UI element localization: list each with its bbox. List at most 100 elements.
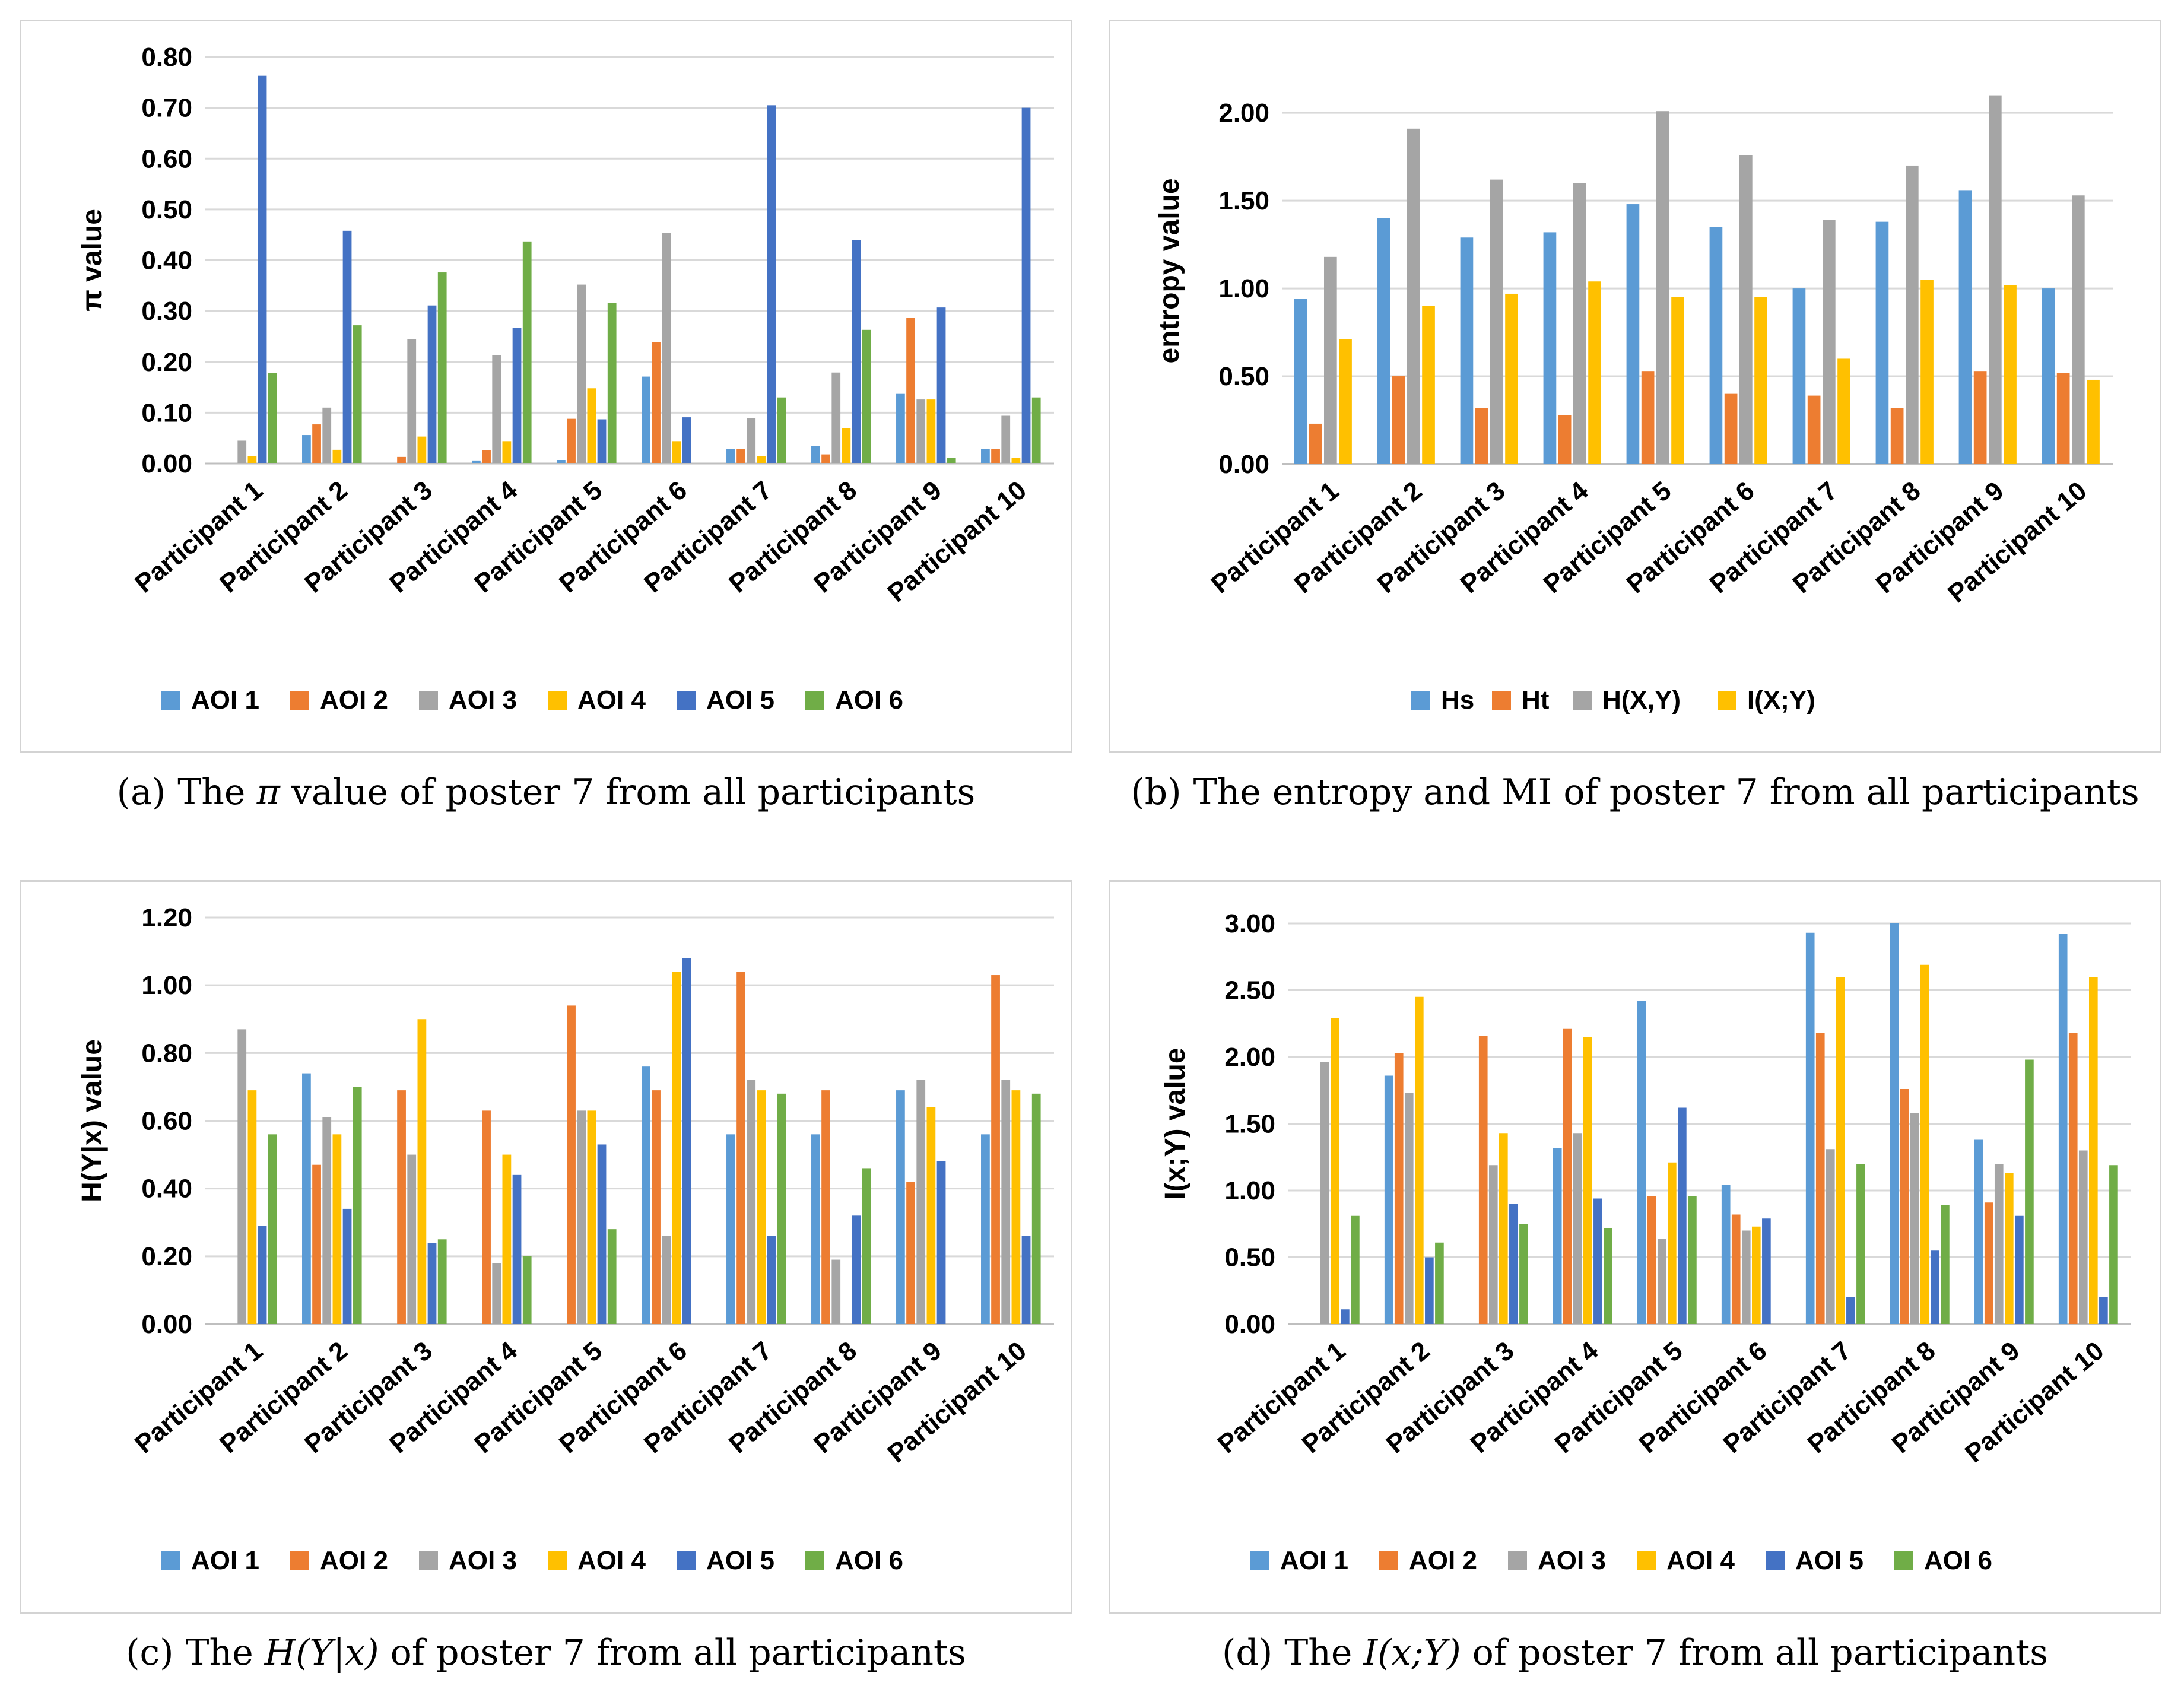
legend-swatch xyxy=(805,1551,824,1570)
bar xyxy=(1384,1075,1393,1324)
bar xyxy=(1407,128,1420,465)
bar xyxy=(482,450,491,463)
y-tick-label: 0.70 xyxy=(141,94,192,123)
bar xyxy=(726,1134,735,1324)
caption-c-label: (c) xyxy=(126,1632,174,1674)
bar xyxy=(1001,415,1011,463)
bar xyxy=(502,441,512,463)
bar xyxy=(322,407,332,463)
y-tick-label: 0.40 xyxy=(141,246,192,275)
y-tick-label: 1.50 xyxy=(1218,186,1269,215)
legend-swatch xyxy=(805,691,824,710)
bar xyxy=(1415,996,1424,1324)
bar xyxy=(642,376,650,463)
bar xyxy=(342,1208,352,1324)
bar xyxy=(862,329,871,463)
bar xyxy=(682,417,691,463)
bar xyxy=(2042,288,2055,464)
legend-swatch xyxy=(1492,691,1511,710)
bar xyxy=(482,1110,491,1324)
caption-c-text-2: of poster 7 from all participants xyxy=(379,1632,966,1674)
legend-swatch xyxy=(548,691,567,710)
bar xyxy=(1637,1001,1646,1324)
y-tick-label: 0.50 xyxy=(1224,1243,1275,1272)
bar xyxy=(1588,281,1601,464)
legend-swatch xyxy=(1508,1551,1527,1570)
caption-a-label: (a) xyxy=(116,772,166,813)
bar xyxy=(353,325,362,463)
bar xyxy=(437,272,447,463)
bar xyxy=(1846,1297,1855,1324)
bar xyxy=(1021,107,1031,463)
bar xyxy=(842,428,851,463)
bar xyxy=(1762,1218,1771,1324)
chart-panel-b: 0.00 0.50 1.00 1.50 2.00 entropy value Partici… xyxy=(1109,20,2161,753)
bar xyxy=(936,1161,946,1324)
bar xyxy=(1320,1062,1329,1324)
bar xyxy=(1021,1236,1031,1324)
legend-label: AOI 6 xyxy=(835,1546,903,1575)
bar xyxy=(302,1073,311,1324)
bar xyxy=(247,456,257,463)
caption-c-math: H(Y|x) xyxy=(264,1632,379,1674)
bar xyxy=(1739,155,1753,464)
bar xyxy=(1805,932,1815,1324)
bar xyxy=(597,419,607,463)
bar xyxy=(906,318,915,463)
bar xyxy=(1435,1242,1444,1324)
bar xyxy=(916,399,926,463)
bar xyxy=(947,458,956,463)
bar xyxy=(417,436,427,463)
x-tick-label: Participant 10 xyxy=(1942,476,2093,608)
bar xyxy=(1294,299,1307,464)
bar xyxy=(397,456,406,463)
bar xyxy=(862,1168,871,1324)
y-axis-label: I(x;Y) value xyxy=(1160,1047,1191,1199)
bar xyxy=(1989,95,2002,464)
caption-d-math: I(x;Y) xyxy=(1363,1632,1461,1674)
bar xyxy=(1657,1239,1666,1324)
y-tick-label: 0.00 xyxy=(141,1310,192,1339)
bar xyxy=(1792,288,1806,464)
bar xyxy=(821,454,830,463)
bar xyxy=(1341,1309,1350,1324)
bar xyxy=(607,303,617,463)
bar xyxy=(1351,1215,1360,1324)
bar xyxy=(916,1080,926,1324)
y-tick-label: 0.00 xyxy=(1218,450,1269,479)
bar xyxy=(502,1154,512,1324)
bar xyxy=(2089,977,2098,1324)
bar xyxy=(427,305,437,463)
caption-a: (a) The π value of poster 7 from all part… xyxy=(15,772,1077,813)
bar xyxy=(1460,237,1474,464)
bar xyxy=(237,1029,247,1324)
bar xyxy=(512,328,522,463)
y-tick-label: 0.60 xyxy=(141,144,192,173)
bar xyxy=(1754,297,1767,464)
y-tick-label: 2.50 xyxy=(1224,976,1275,1005)
caption-d-label: (d) xyxy=(1222,1632,1273,1674)
legend-swatch xyxy=(290,691,309,710)
bar xyxy=(312,424,321,463)
bar xyxy=(2025,1059,2034,1324)
bar xyxy=(407,339,417,463)
y-tick-label: 1.00 xyxy=(141,971,192,1000)
bar xyxy=(1573,183,1586,464)
bar xyxy=(2058,934,2068,1324)
legend-swatch xyxy=(548,1551,567,1570)
bar xyxy=(852,1215,861,1324)
y-tick-label: 0.00 xyxy=(141,449,192,478)
bar xyxy=(662,233,671,463)
bar xyxy=(1425,1257,1434,1324)
bar xyxy=(1941,1205,1950,1324)
legend-label: Ht xyxy=(1522,685,1550,715)
bar xyxy=(258,1226,267,1324)
bar xyxy=(1671,297,1684,464)
legend-swatch xyxy=(1411,691,1430,710)
legend-swatch xyxy=(161,1551,180,1570)
chart-panel-c: 0.00 0.20 0.40 0.60 0.80 1.00 1.20 H(Y|x) value… xyxy=(20,880,1072,1614)
bar xyxy=(1890,408,1904,464)
bar xyxy=(767,105,776,463)
bar xyxy=(492,355,501,463)
bar xyxy=(736,972,745,1324)
